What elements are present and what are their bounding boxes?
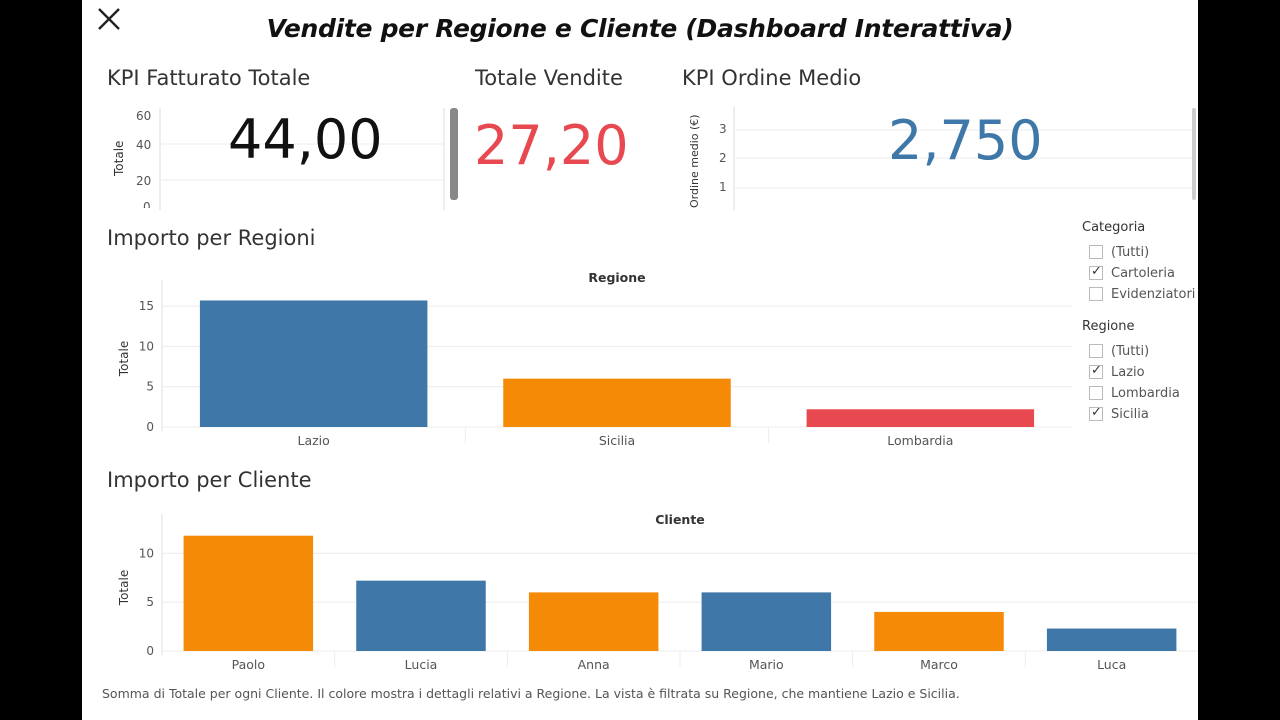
kpi-fatturato-tick: 0 xyxy=(143,200,151,208)
y-tick-label: 0 xyxy=(146,644,154,658)
close-icon[interactable] xyxy=(96,6,122,32)
bar-lombardia[interactable] xyxy=(806,409,1035,427)
cliente-chart-title: Importo per Cliente xyxy=(107,468,312,492)
kpi-scrollbar[interactable] xyxy=(450,108,458,200)
chart-caption: Somma di Totale per ogni Cliente. Il col… xyxy=(102,686,960,701)
dashboard-title: Vendite per Regione e Cliente (Dashboard… xyxy=(266,14,1014,43)
y-tick-label: 5 xyxy=(146,380,154,394)
bar-paolo[interactable] xyxy=(183,535,314,651)
kpi-fatturato-axes xyxy=(159,108,445,210)
category-label: Lombardia xyxy=(887,433,953,448)
y-tick-label: 15 xyxy=(139,299,154,313)
checkbox-icon[interactable] xyxy=(1089,386,1103,400)
filter-option-evidenziatori[interactable]: Evidenziatori xyxy=(1089,285,1195,303)
bar-mario[interactable] xyxy=(701,592,832,651)
category-label: Paolo xyxy=(232,657,265,672)
kpi-ordine-value: 2,750 xyxy=(888,109,1043,172)
checkbox-icon[interactable] xyxy=(1089,344,1103,358)
column-header: Cliente xyxy=(655,512,705,527)
kpi-ordine-scrollbar[interactable] xyxy=(1192,108,1196,200)
kpi-fatturato-title: KPI Fatturato Totale xyxy=(107,66,311,90)
checkbox-checked-icon[interactable] xyxy=(1089,405,1103,421)
cliente-bar-chart[interactable]: 0 5 10 Totale Cliente Paolo Lucia Anna Mario Marc… xyxy=(82,504,1198,680)
checkbox-icon[interactable] xyxy=(1089,245,1103,259)
kpi-fatturato-y-label: Totale xyxy=(112,140,126,176)
category-label: Lazio xyxy=(298,433,330,448)
y-axis-title: Totale xyxy=(117,570,131,606)
regioni-bar-chart[interactable]: 0 5 10 15 Totale Regione Lazio Sicilia Lombardia xyxy=(82,262,1082,454)
filter-option-tutti[interactable]: (Tutti) xyxy=(1089,243,1149,261)
filter-option-label: Sicilia xyxy=(1111,406,1149,422)
y-tick-label: 5 xyxy=(146,595,154,609)
kpi-ordine-tick: 3 xyxy=(719,122,727,136)
bar-lazio[interactable] xyxy=(199,300,428,427)
filter-option-tutti[interactable]: (Tutti) xyxy=(1089,342,1149,360)
filter-option-label: Lazio xyxy=(1111,364,1145,380)
category-label: Marco xyxy=(920,657,958,672)
kpi-ordine-tick: 1 xyxy=(719,180,727,194)
filter-option-sicilia[interactable]: Sicilia xyxy=(1089,405,1149,423)
checkbox-checked-icon[interactable] xyxy=(1089,264,1103,280)
kpi-fatturato-tick: 40 xyxy=(136,138,152,152)
y-tick-label: 10 xyxy=(139,339,154,353)
column-header: Regione xyxy=(588,270,645,285)
bar-marco[interactable] xyxy=(874,611,1004,651)
filter-regione-title: Regione xyxy=(1082,319,1135,334)
kpi-fatturato-tick: 20 xyxy=(136,174,152,188)
bar-anna[interactable] xyxy=(528,592,659,651)
kpi-ordine-axes xyxy=(733,106,1194,210)
filter-option-lombardia[interactable]: Lombardia xyxy=(1089,384,1180,402)
category-label: Anna xyxy=(578,657,610,672)
category-label: Luca xyxy=(1097,657,1126,672)
y-tick-label: 0 xyxy=(146,420,154,434)
kpi-fatturato-value: 44,00 xyxy=(228,108,383,171)
kpi-vendite-title: Totale Vendite xyxy=(475,66,623,90)
kpi-ordine-title: KPI Ordine Medio xyxy=(682,66,862,90)
y-tick-label: 10 xyxy=(139,546,154,560)
filter-option-cartoleria[interactable]: Cartoleria xyxy=(1089,264,1175,282)
checkbox-icon[interactable] xyxy=(1089,287,1103,301)
bar-lucia[interactable] xyxy=(356,580,486,651)
category-label: Mario xyxy=(749,657,784,672)
filter-option-label: Cartoleria xyxy=(1111,265,1175,281)
bar-sicilia[interactable] xyxy=(503,378,731,427)
y-axis-title: Totale xyxy=(117,341,131,377)
regioni-chart-title: Importo per Regioni xyxy=(107,226,316,250)
filter-categoria-title: Categoria xyxy=(1082,220,1146,235)
filter-option-label: Evidenziatori xyxy=(1111,286,1196,302)
filter-option-lazio[interactable]: Lazio xyxy=(1089,363,1145,381)
filter-option-label: (Tutti) xyxy=(1111,244,1150,260)
checkbox-checked-icon[interactable] xyxy=(1089,363,1103,379)
category-label: Lucia xyxy=(405,657,438,672)
kpi-ordine-y-label: Ordine medio (€) xyxy=(688,114,701,208)
dashboard-canvas: Vendite per Regione e Cliente (Dashboard… xyxy=(82,0,1198,720)
bar-luca[interactable] xyxy=(1046,628,1177,651)
kpi-ordine-tick: 2 xyxy=(719,151,727,165)
filter-option-label: (Tutti) xyxy=(1111,343,1150,359)
filter-option-label: Lombardia xyxy=(1111,385,1180,401)
kpi-vendite-value: 27,20 xyxy=(474,114,629,177)
kpi-fatturato-tick: 60 xyxy=(136,109,152,123)
category-label: Sicilia xyxy=(599,433,635,448)
